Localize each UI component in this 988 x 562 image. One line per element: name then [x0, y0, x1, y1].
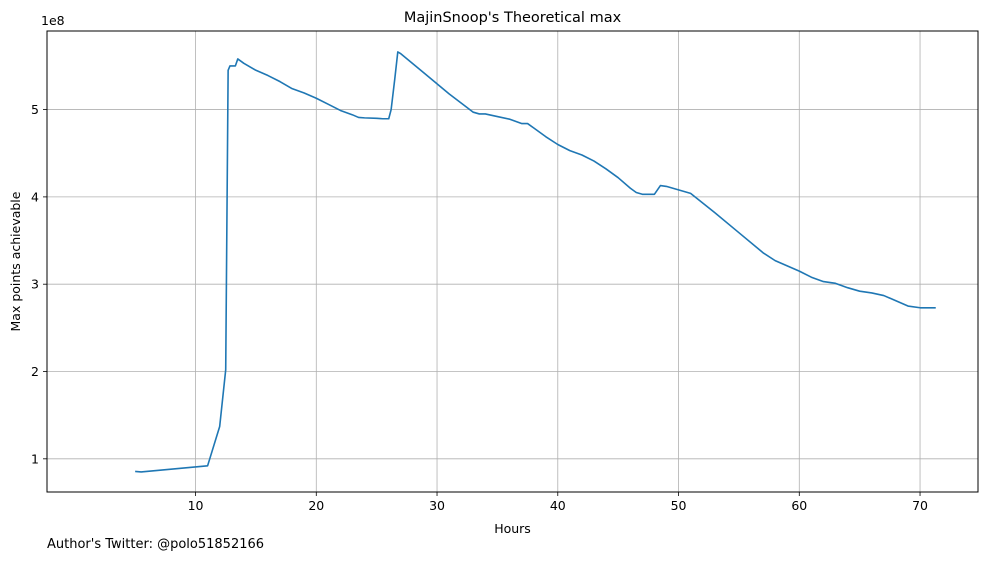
x-axis-ticks: 10 20 30 40 50 60 70	[188, 492, 928, 513]
y-tick-label: 4	[31, 189, 39, 204]
plot-frame	[46, 30, 979, 493]
y-tick-label: 5	[31, 102, 39, 117]
chart-title: MajinSnoop's Theoretical max	[404, 10, 622, 26]
y-axis-offset-label: 1e8	[41, 13, 65, 28]
y-tick-label: 1	[31, 451, 39, 466]
y-tick-label: 2	[31, 364, 39, 379]
y-axis-label: Max points achievable	[8, 191, 23, 331]
x-tick-label: 50	[671, 498, 687, 513]
x-tick-label: 10	[188, 498, 204, 513]
grid-lines	[47, 31, 978, 492]
author-twitter-note: Author's Twitter: @polo51852166	[47, 537, 265, 552]
x-tick-label: 20	[308, 498, 324, 513]
x-tick-label: 30	[429, 498, 445, 513]
x-tick-label: 60	[791, 498, 807, 513]
x-axis-label: Hours	[494, 521, 531, 536]
x-tick-label: 40	[550, 498, 566, 513]
x-tick-label: 70	[912, 498, 928, 513]
series-lines	[135, 51, 936, 473]
y-axis-ticks: 1 2 3 4 5	[31, 102, 47, 466]
y-tick-label: 3	[31, 277, 39, 292]
series-line-0	[135, 51, 936, 473]
